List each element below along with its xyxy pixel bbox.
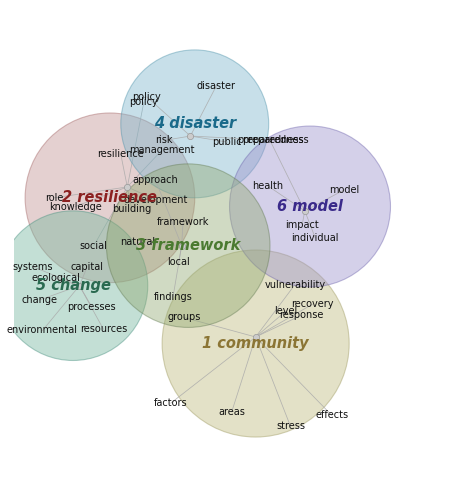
Text: groups: groups (167, 312, 201, 322)
Text: health: health (252, 180, 283, 190)
Circle shape (25, 113, 195, 282)
Text: management: management (129, 145, 195, 155)
Text: knowledge: knowledge (49, 202, 102, 211)
Text: policy: policy (132, 92, 161, 102)
Circle shape (162, 250, 349, 437)
Circle shape (229, 126, 390, 287)
Circle shape (0, 211, 148, 360)
Text: recovery: recovery (291, 300, 333, 310)
Text: environmental: environmental (7, 326, 78, 336)
Text: development: development (124, 195, 188, 205)
Text: effects: effects (315, 410, 348, 420)
Text: individual: individual (292, 233, 339, 243)
Text: policy: policy (130, 97, 158, 107)
Text: stress: stress (276, 421, 305, 431)
Text: preparedness: preparedness (237, 136, 303, 145)
Text: preparedness: preparedness (242, 136, 308, 145)
Text: 6 model: 6 model (277, 199, 343, 214)
Text: building: building (112, 204, 151, 214)
Text: social: social (80, 240, 108, 250)
Text: systems: systems (12, 262, 53, 272)
Text: ecological: ecological (31, 274, 80, 283)
Text: framework: framework (157, 216, 209, 226)
Text: disaster: disaster (197, 80, 236, 90)
Text: 1 community: 1 community (202, 336, 309, 351)
Text: capital: capital (71, 262, 104, 272)
Text: model: model (329, 185, 359, 195)
Text: natural: natural (120, 237, 155, 247)
Text: factors: factors (154, 398, 188, 408)
Text: 2 resilience: 2 resilience (63, 190, 157, 206)
Text: 5 change: 5 change (36, 278, 110, 293)
Text: role: role (45, 193, 64, 203)
Text: resilience: resilience (97, 150, 144, 160)
Text: local: local (167, 257, 190, 267)
Text: response: response (279, 310, 323, 320)
Text: vulnerability: vulnerability (264, 280, 325, 290)
Text: 4 disaster: 4 disaster (154, 116, 236, 132)
Text: processes: processes (67, 302, 116, 312)
Text: findings: findings (154, 292, 192, 302)
Text: risk: risk (155, 136, 173, 145)
Text: areas: areas (218, 407, 245, 417)
Text: approach: approach (133, 176, 178, 186)
Text: resources: resources (80, 324, 127, 334)
Circle shape (106, 164, 270, 328)
Text: change: change (22, 295, 58, 305)
Text: impact: impact (285, 220, 319, 230)
Text: 3 framework: 3 framework (136, 238, 241, 253)
Circle shape (121, 50, 269, 198)
Text: level: level (274, 306, 298, 316)
Text: public: public (212, 137, 242, 147)
